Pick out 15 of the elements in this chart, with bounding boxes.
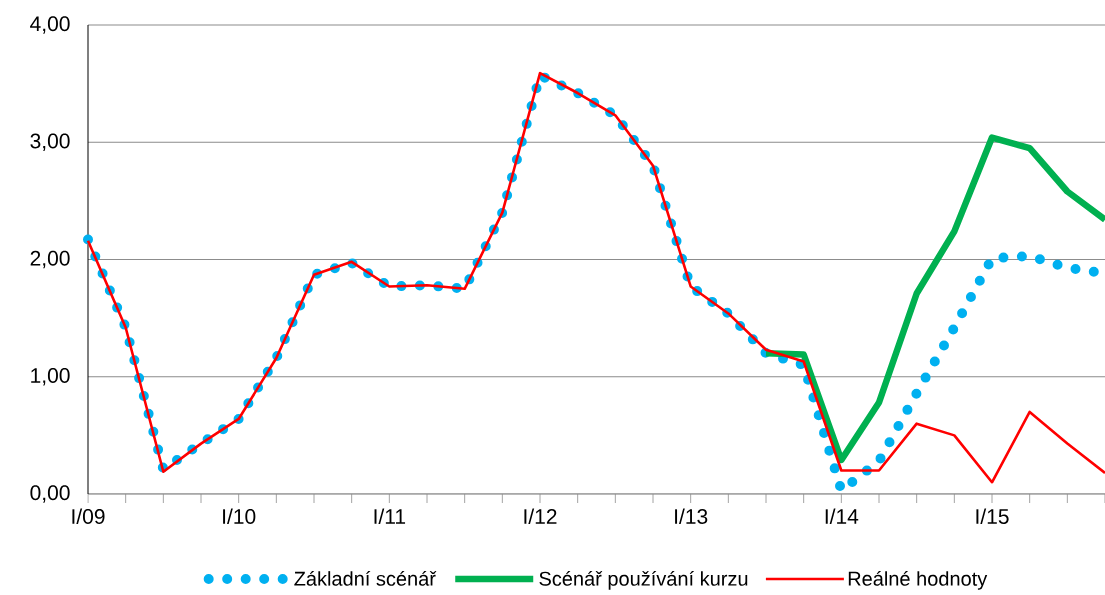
x-tick-label: I/11 — [374, 508, 406, 524]
x-tick-label: I/12 — [524, 508, 557, 524]
legend-label: Reálné hodnoty — [848, 570, 988, 590]
legend-label: Scénář používání kurzu — [539, 570, 748, 590]
legend-label: Základní scénář — [294, 570, 437, 586]
y-tick-label: 4,00 — [30, 16, 70, 34]
x-tick-label: I/10 — [223, 508, 256, 524]
y-tick-label: 3,00 — [30, 133, 70, 151]
y-tick-label: 2,00 — [30, 250, 70, 269]
y-tick-label: 1,00 — [31, 368, 70, 386]
x-tick-label: I/15 — [976, 508, 1009, 524]
x-tick-label: I/09 — [72, 508, 105, 524]
y-tick-label: 0,00 — [30, 485, 70, 503]
x-tick-label: I/14 — [825, 508, 859, 524]
x-tick-label: I/13 — [675, 508, 708, 524]
